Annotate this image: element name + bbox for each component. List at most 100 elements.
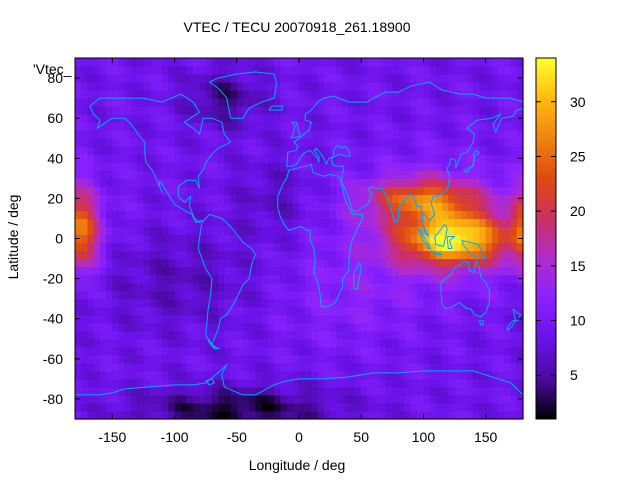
heatmap-cell: [143, 202, 151, 212]
heatmap-cell: [274, 386, 281, 396]
heatmap-cell: [168, 242, 176, 252]
heatmap-cell: [510, 114, 518, 123]
heatmap-cell: [435, 194, 443, 203]
heatmap-cell: [323, 346, 331, 356]
heatmap-cell: [249, 138, 257, 147]
heatmap-cell: [485, 170, 493, 179]
heatmap-cell: [93, 162, 101, 171]
heatmap-cell: [174, 266, 182, 276]
heatmap-cell: [75, 66, 82, 75]
heatmap-cell: [230, 154, 238, 163]
heatmap-cell: [143, 362, 151, 372]
heatmap-cell: [454, 122, 462, 131]
heatmap-cell: [162, 226, 169, 236]
heatmap-cell: [299, 362, 306, 372]
heatmap-cell: [180, 402, 188, 412]
heatmap-cell: [423, 66, 431, 75]
heatmap-cell: [417, 162, 425, 171]
heatmap-cell: [423, 90, 431, 99]
heatmap-cell: [516, 258, 524, 268]
heatmap-cell: [274, 290, 281, 300]
heatmap-cell: [193, 226, 201, 236]
heatmap-cell: [516, 290, 524, 300]
heatmap-cell: [311, 178, 319, 187]
heatmap-cell: [435, 314, 443, 324]
heatmap-cell: [342, 130, 350, 139]
heatmap-cell: [106, 386, 113, 396]
heatmap-cell: [373, 330, 381, 340]
heatmap-cell: [323, 114, 331, 123]
heatmap-cell: [429, 130, 437, 139]
heatmap-cell: [236, 186, 244, 195]
heatmap-cell: [348, 226, 356, 236]
heatmap-cell: [392, 346, 400, 356]
heatmap-cell: [155, 122, 163, 131]
heatmap-cell: [236, 330, 244, 340]
heatmap-cell: [199, 274, 207, 284]
heatmap-cell: [491, 114, 499, 123]
heatmap-cell: [292, 162, 300, 171]
heatmap-cell: [317, 242, 325, 252]
heatmap-cell: [180, 322, 188, 332]
heatmap-cell: [379, 226, 387, 236]
heatmap-cell: [137, 258, 145, 268]
heatmap-cell: [510, 194, 518, 203]
heatmap-cell: [323, 298, 331, 308]
heatmap-cell: [299, 354, 306, 364]
heatmap-cell: [336, 114, 344, 123]
heatmap-cell: [460, 306, 468, 316]
heatmap-cell: [106, 130, 113, 139]
heatmap-cell: [423, 330, 431, 340]
heatmap-cell: [280, 298, 288, 308]
heatmap-cell: [411, 282, 418, 292]
heatmap-cell: [280, 306, 288, 316]
heatmap-cell: [218, 402, 225, 412]
heatmap-cell: [211, 202, 219, 212]
heatmap-cell: [81, 58, 89, 67]
heatmap-cell: [442, 258, 449, 268]
heatmap-cell: [255, 114, 263, 123]
heatmap-cell: [460, 234, 468, 244]
heatmap-cell: [168, 202, 176, 212]
heatmap-cell: [491, 322, 499, 332]
heatmap-cell: [460, 106, 468, 115]
vtec-heatmap: [75, 58, 524, 420]
heatmap-cell: [454, 138, 462, 147]
heatmap-cell: [243, 98, 250, 107]
heatmap-cell: [149, 114, 157, 123]
heatmap-cell: [485, 258, 493, 268]
heatmap-cell: [473, 242, 481, 252]
heatmap-cell: [386, 66, 393, 75]
heatmap-cell: [305, 314, 313, 324]
heatmap-cell: [180, 106, 188, 115]
heatmap-cell: [392, 298, 400, 308]
heatmap-cell: [373, 250, 381, 260]
heatmap-cell: [498, 242, 505, 252]
heatmap-cell: [417, 402, 425, 412]
heatmap-cell: [392, 362, 400, 372]
heatmap-cell: [162, 170, 169, 179]
heatmap-cell: [243, 322, 250, 332]
heatmap-cell: [149, 322, 157, 332]
heatmap-cell: [286, 210, 294, 220]
heatmap-cell: [460, 394, 468, 404]
heatmap-cell: [180, 122, 188, 131]
heatmap-cell: [379, 122, 387, 131]
heatmap-cell: [404, 370, 412, 380]
heatmap-cell: [460, 146, 468, 155]
heatmap-cell: [255, 282, 263, 292]
heatmap-cell: [137, 322, 145, 332]
heatmap-cell: [311, 378, 319, 388]
heatmap-cell: [118, 58, 126, 67]
heatmap-cell: [504, 394, 512, 404]
heatmap-cell: [187, 354, 194, 364]
heatmap-cell: [355, 154, 362, 163]
heatmap-cell: [379, 114, 387, 123]
heatmap-cell: [124, 258, 132, 268]
heatmap-cell: [99, 74, 107, 83]
heatmap-cell: [299, 250, 306, 260]
heatmap-cell: [392, 338, 400, 348]
heatmap-cell: [236, 266, 244, 276]
heatmap-cell: [193, 194, 201, 203]
